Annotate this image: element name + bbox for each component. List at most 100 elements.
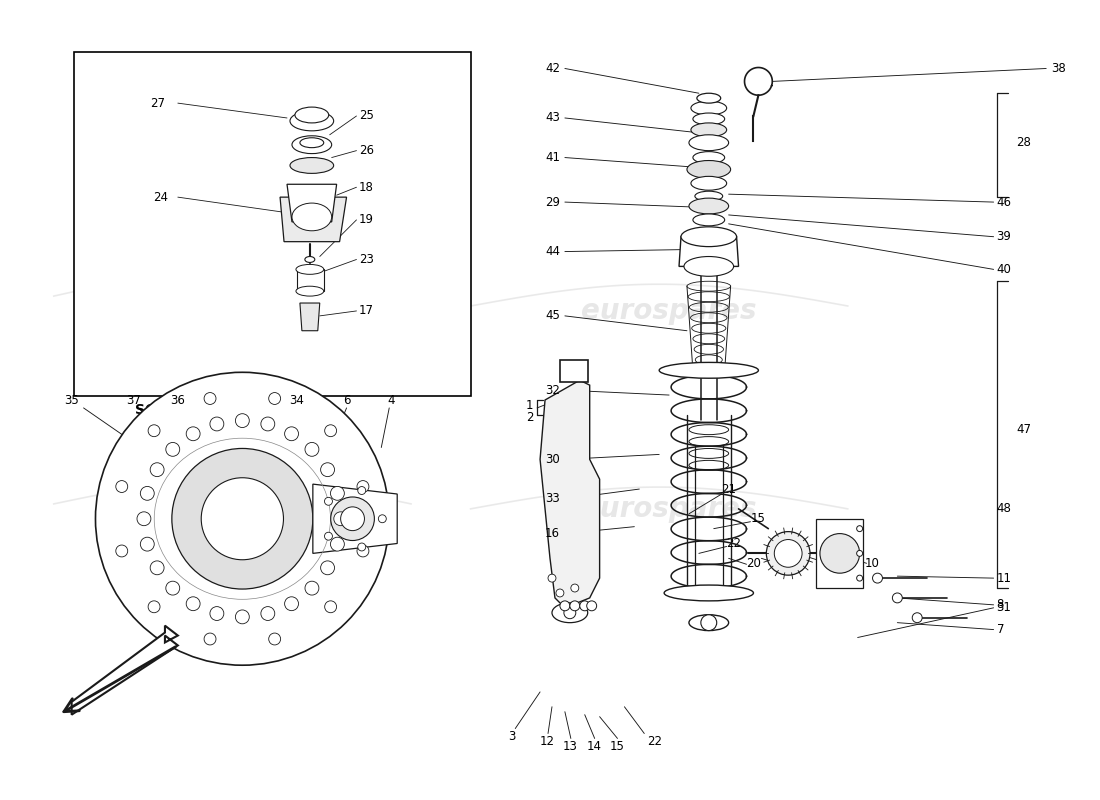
Text: 18: 18 <box>359 181 374 194</box>
Circle shape <box>172 449 312 589</box>
Text: 28: 28 <box>1016 136 1032 150</box>
Text: 19: 19 <box>359 214 374 226</box>
Circle shape <box>235 610 250 624</box>
Circle shape <box>285 427 298 441</box>
Text: 22: 22 <box>726 537 741 550</box>
Ellipse shape <box>331 497 374 541</box>
Ellipse shape <box>570 601 580 610</box>
Circle shape <box>138 512 151 526</box>
Text: 21: 21 <box>722 482 736 495</box>
Circle shape <box>201 478 284 560</box>
Circle shape <box>320 561 334 574</box>
Ellipse shape <box>688 161 730 178</box>
Ellipse shape <box>689 198 728 214</box>
Circle shape <box>116 545 128 557</box>
Ellipse shape <box>693 152 725 163</box>
Text: 7: 7 <box>997 623 1004 636</box>
Circle shape <box>564 607 575 618</box>
Text: 15: 15 <box>610 740 625 753</box>
Circle shape <box>268 633 280 645</box>
Circle shape <box>857 526 862 532</box>
Text: 24: 24 <box>154 190 168 204</box>
Circle shape <box>358 481 368 493</box>
Text: eurospares: eurospares <box>581 297 757 325</box>
Text: 3: 3 <box>508 730 516 743</box>
Circle shape <box>324 601 337 613</box>
Text: 42: 42 <box>544 62 560 75</box>
Circle shape <box>205 633 216 645</box>
Polygon shape <box>679 237 738 266</box>
Ellipse shape <box>681 227 737 246</box>
Polygon shape <box>72 626 178 714</box>
Text: 14: 14 <box>587 740 602 753</box>
FancyArrowPatch shape <box>64 647 175 712</box>
Circle shape <box>548 574 556 582</box>
Text: 10: 10 <box>865 557 880 570</box>
Text: 25: 25 <box>359 110 374 122</box>
Circle shape <box>320 462 334 477</box>
Text: eurospares: eurospares <box>195 297 370 325</box>
Ellipse shape <box>296 265 323 274</box>
Circle shape <box>571 584 579 592</box>
Text: 40: 40 <box>997 263 1012 276</box>
Circle shape <box>378 514 386 522</box>
Circle shape <box>701 614 717 630</box>
Ellipse shape <box>872 573 882 583</box>
Text: 36: 36 <box>170 394 185 406</box>
Circle shape <box>330 538 344 551</box>
Circle shape <box>556 589 564 597</box>
Text: 27: 27 <box>151 97 165 110</box>
Text: OLD SOLUTION: OLD SOLUTION <box>164 421 280 434</box>
Ellipse shape <box>892 593 902 603</box>
Text: 44: 44 <box>544 245 560 258</box>
Ellipse shape <box>689 614 728 630</box>
Text: 38: 38 <box>1052 62 1066 75</box>
Ellipse shape <box>659 362 758 378</box>
Text: 26: 26 <box>359 144 374 157</box>
Ellipse shape <box>691 176 727 190</box>
Circle shape <box>333 512 348 526</box>
Ellipse shape <box>292 203 332 230</box>
Text: eurospares: eurospares <box>195 495 370 523</box>
Ellipse shape <box>697 94 720 103</box>
Text: 22: 22 <box>647 735 662 748</box>
Text: 43: 43 <box>544 111 560 125</box>
Text: 35: 35 <box>64 394 79 406</box>
Circle shape <box>148 425 159 437</box>
Polygon shape <box>297 270 323 291</box>
Text: 12: 12 <box>539 735 554 748</box>
Text: 15: 15 <box>751 512 766 526</box>
Polygon shape <box>300 303 320 330</box>
Circle shape <box>857 575 862 581</box>
Circle shape <box>324 498 332 506</box>
Text: 2: 2 <box>526 411 534 424</box>
Circle shape <box>166 442 179 456</box>
Ellipse shape <box>820 534 859 573</box>
Text: 48: 48 <box>997 502 1012 515</box>
Circle shape <box>358 486 365 494</box>
Circle shape <box>148 601 159 613</box>
Ellipse shape <box>305 257 315 262</box>
Text: 13: 13 <box>562 740 578 753</box>
Text: 11: 11 <box>997 572 1012 585</box>
Text: 9: 9 <box>829 557 837 570</box>
Text: 46: 46 <box>997 195 1012 209</box>
Circle shape <box>166 582 179 595</box>
Text: 5: 5 <box>784 560 792 573</box>
Ellipse shape <box>691 101 727 115</box>
Ellipse shape <box>691 123 727 137</box>
Ellipse shape <box>580 601 590 610</box>
Text: 23: 23 <box>359 253 374 266</box>
Bar <box>74 52 471 396</box>
Polygon shape <box>280 197 346 242</box>
Circle shape <box>324 425 337 437</box>
Text: 37: 37 <box>125 394 141 406</box>
Circle shape <box>186 597 200 610</box>
Text: SOLUZIONE SUPERATA: SOLUZIONE SUPERATA <box>135 403 310 417</box>
Text: 29: 29 <box>544 195 560 209</box>
Bar <box>560 361 587 382</box>
Ellipse shape <box>693 113 725 125</box>
Text: 33: 33 <box>546 493 560 506</box>
Text: 41: 41 <box>544 151 560 164</box>
Circle shape <box>261 606 275 621</box>
